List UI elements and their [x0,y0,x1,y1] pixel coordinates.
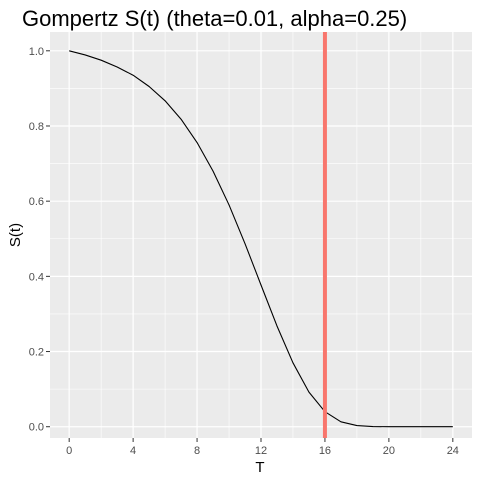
x-tick-label: 24 [447,445,459,457]
y-tick-label: 0.2 [29,347,44,359]
y-tick-label: 0.4 [29,271,44,283]
x-tick-label: 12 [255,445,267,457]
y-tick-label: 0.0 [29,422,44,434]
x-tick-label: 4 [130,445,136,457]
y-axis-ticks: 0.0 0.2 0.4 0.6 0.8 1.0 [29,46,50,434]
x-tick-label: 16 [319,445,331,457]
y-tick-label: 0.6 [29,196,44,208]
x-tick-label: 0 [66,445,72,457]
x-tick-label: 20 [383,445,395,457]
survival-curve [69,50,453,428]
x-tick-label: 8 [194,445,200,457]
y-axis-title: S(t) [7,223,24,247]
x-axis-ticks: 0 4 8 12 16 20 24 [66,438,459,457]
y-tick-label: 0.8 [29,121,44,133]
y-tick-label: 1.0 [29,46,44,58]
chart-title: Gompertz S(t) (theta=0.01, alpha=0.25) [22,6,407,31]
series-layer [69,50,453,428]
x-axis-title: T [255,459,264,476]
